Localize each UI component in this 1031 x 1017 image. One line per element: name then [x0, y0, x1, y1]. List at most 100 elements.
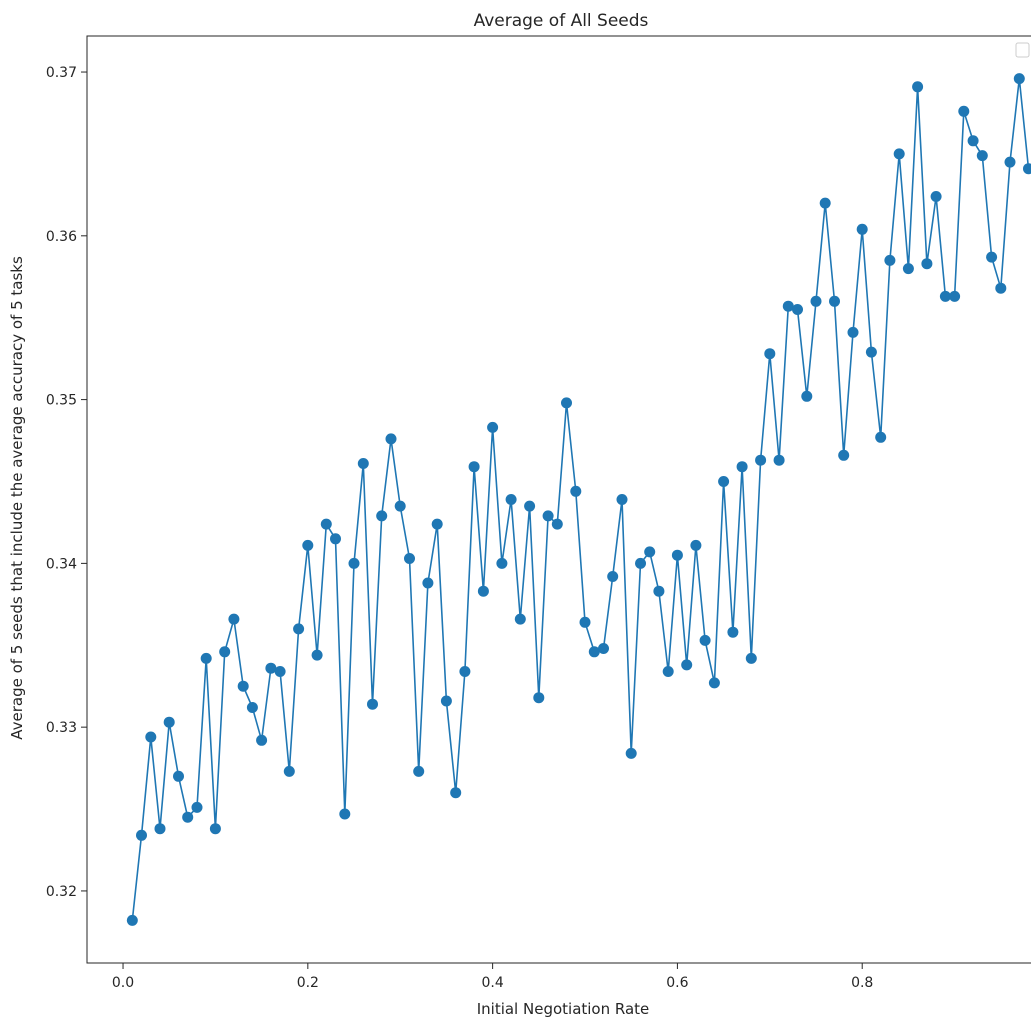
data-point: [228, 613, 240, 625]
x-tick-label: 0.8: [851, 975, 873, 991]
x-tick-label: 0.0: [112, 975, 134, 991]
data-point: [690, 539, 702, 551]
data-point: [136, 829, 147, 841]
x-tick-label: 0.6: [666, 975, 688, 991]
data-point: [440, 695, 452, 707]
data-point: [949, 290, 961, 302]
data-point: [727, 626, 739, 638]
data-point: [745, 652, 757, 664]
data-point: [995, 282, 1007, 294]
data-point: [792, 304, 803, 315]
data-point: [653, 585, 665, 597]
data-point: [681, 659, 693, 671]
data-point: [219, 646, 231, 658]
data-point: [533, 692, 545, 704]
chart-title: Average of All Seeds: [474, 11, 649, 31]
data-point: [542, 510, 554, 522]
data-point: [1023, 163, 1031, 175]
data-point: [200, 652, 212, 664]
data-point: [385, 433, 397, 445]
data-point: [875, 431, 887, 443]
data-point: [422, 577, 434, 589]
data-point: [1013, 73, 1025, 85]
plot-frame: [86, 35, 1031, 964]
data-point: [718, 476, 730, 487]
x-tick-label: 0.2: [297, 975, 319, 991]
data-point: [154, 823, 166, 835]
data-point: [671, 549, 683, 561]
data-point: [764, 348, 776, 360]
data-point: [348, 557, 360, 569]
data-point: [810, 295, 822, 307]
data-point: [838, 449, 850, 461]
legend-box: [1015, 42, 1030, 58]
data-point: [598, 643, 609, 654]
data-point: [921, 258, 933, 270]
data-point: [339, 808, 351, 820]
data-point: [173, 770, 184, 782]
series-layer: [126, 73, 1031, 926]
x-axis-label: Initial Negotiation Rate: [477, 1000, 650, 1017]
data-point: [311, 649, 323, 661]
data-point: [1004, 156, 1016, 168]
data-point: [699, 634, 711, 646]
data-point: [930, 191, 942, 202]
data-point: [431, 518, 443, 530]
data-point: [330, 533, 341, 545]
data-point: [514, 613, 526, 625]
y-axis: 0.32 0.33 0.34 0.35 0.36 0.37: [46, 65, 87, 900]
data-point: [976, 150, 988, 162]
data-point: [856, 223, 868, 235]
data-point: [912, 81, 924, 93]
data-point: [394, 500, 406, 512]
data-point: [367, 698, 378, 710]
data-point: [579, 616, 591, 628]
data-point: [413, 765, 425, 777]
data-point: [884, 254, 896, 266]
y-tick-label: 0.34: [46, 556, 77, 572]
data-point: [293, 623, 305, 635]
data-point: [782, 300, 794, 312]
data-point: [958, 105, 970, 117]
data-point: [320, 518, 332, 530]
data-point: [829, 295, 840, 307]
series-line: [131, 77, 1030, 921]
data-point: [246, 702, 258, 713]
data-point: [274, 666, 286, 677]
data-point: [126, 914, 138, 926]
data-point: [893, 148, 905, 160]
x-tick-label: 0.4: [481, 975, 503, 991]
data-point: [459, 666, 471, 677]
data-point: [625, 747, 637, 759]
y-tick-label: 0.35: [46, 393, 77, 409]
data-point: [588, 646, 600, 658]
data-point: [708, 677, 720, 689]
data-point: [561, 397, 572, 409]
data-point: [477, 585, 489, 597]
data-point: [163, 716, 175, 728]
data-point: [237, 680, 249, 692]
data-point: [265, 662, 277, 674]
data-point: [902, 263, 914, 275]
data-point: [256, 734, 268, 746]
plot-area: [86, 35, 1031, 964]
data-point: [986, 251, 998, 263]
data-point: [450, 787, 462, 799]
data-point: [496, 557, 508, 569]
data-point: [967, 135, 979, 147]
data-point: [145, 731, 157, 743]
data-point: [551, 518, 563, 530]
data-point: [755, 454, 767, 466]
data-point: [191, 801, 203, 813]
data-point: [736, 461, 748, 473]
data-point: [607, 571, 619, 582]
data-point: [468, 461, 480, 473]
data-point: [357, 458, 369, 469]
data-point: [487, 421, 499, 433]
y-axis-label: Average of 5 seeds that include the aver…: [8, 256, 26, 740]
data-point: [404, 553, 415, 564]
data-point: [819, 197, 831, 209]
data-point: [801, 390, 813, 402]
y-tick-label: 0.33: [46, 720, 77, 736]
